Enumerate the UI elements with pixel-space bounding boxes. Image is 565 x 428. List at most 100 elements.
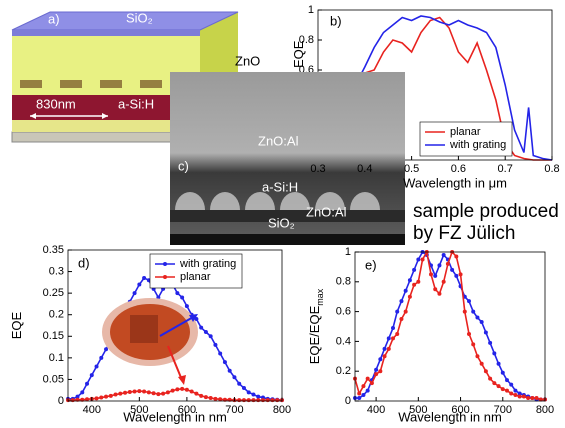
point [412,267,417,272]
point [534,396,539,401]
point [189,389,194,394]
x-tick-label: 800 [273,404,291,416]
y-axis-label: EQE [9,311,24,339]
point [433,273,438,278]
point [538,397,543,402]
point [127,389,132,394]
legend-label: planar [180,271,211,283]
legend-box [419,121,513,157]
point [509,391,514,396]
point [104,347,109,352]
point [80,390,85,395]
point [403,288,408,293]
point [395,331,400,336]
point [492,381,497,386]
layer-label: ZnO [235,53,260,68]
y-axis-label-part: EQE [9,311,24,339]
series-line [355,250,545,401]
x-tick-label: 0.8 [544,163,559,175]
point [374,372,379,377]
x-tick-label: 700 [494,404,512,416]
point [513,388,518,393]
point [365,376,370,381]
y-tick-label: 0.8 [336,276,351,288]
x-tick-label: 0.6 [451,163,466,175]
point [467,331,471,336]
point [132,291,137,296]
point [85,397,90,402]
point [391,325,395,330]
point [137,389,142,394]
point [175,387,180,392]
point [357,396,362,401]
point [437,291,442,296]
point [146,390,151,395]
point [132,389,137,394]
point [454,254,459,259]
point [175,291,180,296]
point [161,391,166,396]
point [170,388,175,393]
point [441,279,446,284]
y-tick-label: 0.25 [43,287,64,299]
x-tick-label: 500 [409,404,427,416]
point [488,340,493,345]
point [203,395,208,400]
sem-label: ZnO:Al [306,204,347,219]
point [479,361,484,366]
point [180,295,185,300]
point [420,257,425,262]
point [222,360,227,365]
point [113,392,118,397]
point [445,261,450,266]
point [378,357,383,362]
point [256,398,261,403]
y-axis-label-part: max [315,288,325,306]
panel-label: b) [330,13,342,28]
point [530,396,535,401]
point [479,320,484,325]
point [467,299,471,304]
point [270,398,275,403]
point [483,369,488,374]
point [517,394,522,399]
point [70,398,75,403]
point [94,364,99,369]
point [180,386,185,391]
caption: by FZ Jülich [413,223,515,244]
x-tick-label: 700 [225,404,243,416]
point [246,398,251,403]
point [513,393,518,398]
series-line [68,277,283,401]
y-tick-label: 0 [58,395,64,407]
point [194,391,199,396]
point [433,287,438,292]
point [412,282,417,287]
point [403,309,408,314]
point [407,294,412,299]
x-axis-label: Wavelength in nm [398,409,502,424]
point [471,342,476,347]
point [416,279,421,284]
layer-label: SiO₂ [126,10,153,25]
x-tick-label: 0.5 [404,163,419,175]
y-tick-label: 1 [308,4,314,16]
y-tick-label: 0.4 [336,335,351,347]
legend-marker [163,275,167,279]
point [378,369,383,374]
x-tick-label: 400 [367,404,385,416]
legend-label: with grating [179,258,236,270]
panel-label: c) [178,158,189,173]
point [108,393,113,398]
point [386,346,391,351]
x-tick-label: 0.3 [310,163,325,175]
x-tick-label: 600 [178,404,196,416]
point [151,391,156,396]
point [213,396,218,401]
point [260,398,265,403]
x-tick-label: 400 [83,404,101,416]
point [471,309,476,314]
point [521,394,526,399]
y-tick-label: 0 [345,395,351,407]
y-axis-label: EQE/EQEmax [307,288,325,364]
